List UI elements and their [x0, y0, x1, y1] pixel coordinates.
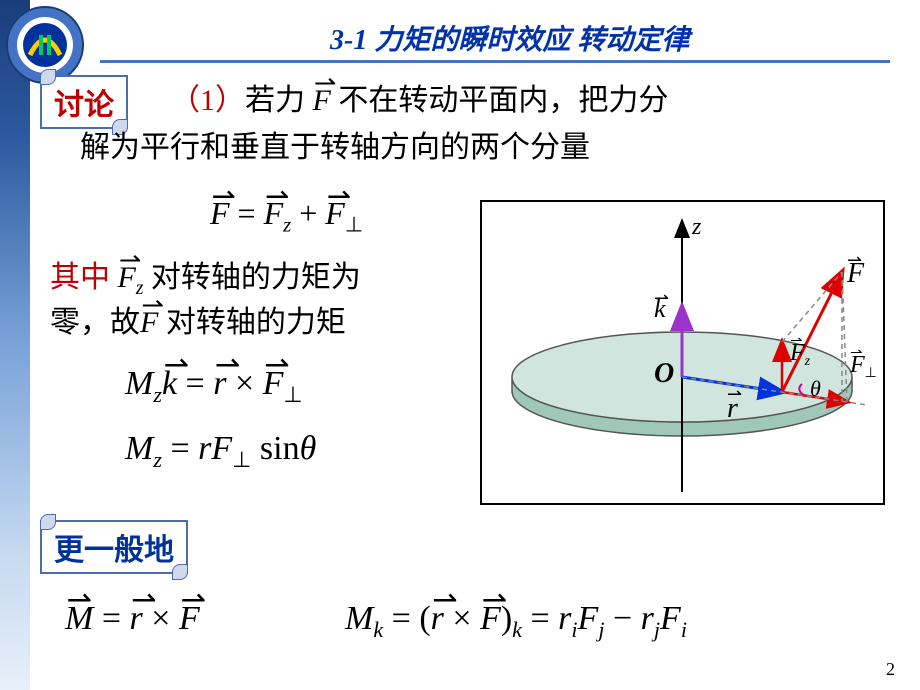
formula-F-decomp: F = Fz + F⊥ — [210, 195, 363, 237]
red-qizhong: 其中 — [50, 261, 118, 294]
slide: 3-1 力矩的瞬时效应 转动定律 讨论 （1）若力 F 不在转动平面内，把力分 … — [0, 0, 920, 690]
page-number: 2 — [886, 659, 895, 680]
formula-Mk-component: Mk = (r × F)k = riFj − rjFi — [345, 600, 687, 643]
svg-text:⇀: ⇀ — [654, 288, 669, 308]
svg-text:⇀: ⇀ — [847, 250, 862, 270]
formula-Mzk: Mzk = r × F⊥ — [125, 365, 303, 408]
formula-M-cross: M = r × F — [65, 600, 200, 638]
discuss-box: 讨论 — [40, 75, 128, 129]
text-line4: 零，故F 对转轴的力矩 — [50, 300, 480, 345]
diagram-svg: zk⇀Or⇀F⇀Fz⇀F⊥⇀θ — [482, 202, 883, 503]
svg-text:⇀: ⇀ — [727, 384, 742, 404]
formula-Mz: Mz = rF⊥ sinθ — [125, 430, 316, 473]
text-line3: 其中 Fz 对转轴的力矩为 — [50, 255, 480, 303]
text-line2: 解为平行和垂直于转轴方向的两个分量 — [80, 125, 800, 170]
general-box: 更一般地 — [40, 520, 188, 574]
svg-text:⇀: ⇀ — [850, 345, 863, 361]
svg-text:⇀: ⇀ — [790, 333, 803, 349]
side-strip — [0, 0, 30, 690]
physics-diagram: zk⇀Or⇀F⇀Fz⇀F⊥⇀θ — [480, 200, 885, 505]
svg-text:z: z — [691, 214, 702, 240]
F-symbol: F — [313, 78, 331, 123]
header-title: 3-1 力矩的瞬时效应 转动定律 — [330, 18, 689, 58]
text-line1: （1）若力 F 不在转动平面内，把力分 — [170, 78, 890, 123]
svg-text:θ: θ — [810, 376, 821, 401]
header-divider — [100, 60, 890, 63]
marker-1: （1） — [170, 84, 245, 117]
svg-text:O: O — [654, 358, 674, 389]
